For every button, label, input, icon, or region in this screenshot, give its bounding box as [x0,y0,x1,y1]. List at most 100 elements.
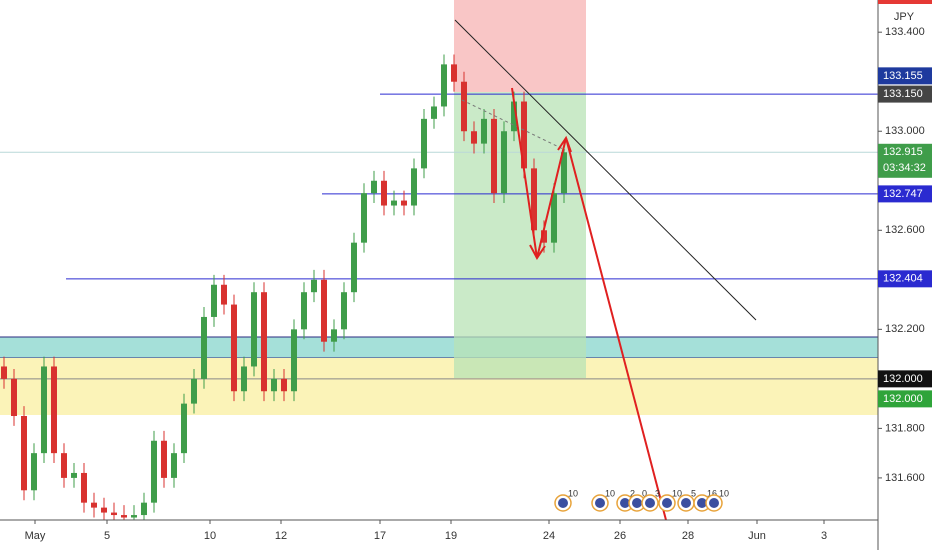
candle-body [161,440,167,478]
arrow-path [565,137,667,521]
candle-body [91,502,97,508]
candle-body [311,279,317,293]
price-badge [878,370,932,388]
candle-body [151,440,157,503]
event-count: 5 [691,488,696,498]
arrow-head [557,135,572,153]
candle-body [31,453,37,491]
x-tick-label: 12 [275,530,287,542]
candle-body [551,193,557,243]
candle-body [541,230,547,243]
candle-body [511,101,517,132]
price-badge [878,67,932,85]
candle-body [1,366,7,379]
currency: JPY [894,11,915,23]
candle-body [181,403,187,454]
candle-body [271,378,277,392]
candle-body [481,118,487,144]
event-icon-core [709,498,719,508]
x-tick-label: 26 [614,530,626,542]
candle-body [81,472,87,503]
event-icon-core [558,498,568,508]
event-count: 0 [642,488,647,498]
candle-body [21,416,27,491]
candle-body [291,329,297,392]
support-zone [0,337,878,358]
event-count: 2 [630,488,635,498]
plot [0,54,878,528]
candle-body [341,292,347,330]
candle-body [461,81,467,132]
countdown: 03:34:32 [883,162,926,174]
candle-body [231,304,237,392]
candle-body [411,168,417,206]
price-badge-label: 133.150 [883,88,923,100]
x-tick-label: 28 [682,530,694,542]
price-badge-label: 132.000 [883,373,923,385]
price-badge-label: 132.915 [883,146,923,158]
price-badge-label: 132.404 [883,273,923,285]
arrow-head [529,244,546,260]
event-icon-core [620,498,630,508]
event-count: 10 [672,488,682,498]
x-tick-label: 3 [821,530,827,542]
candle-body [51,366,57,454]
price-badge [878,143,932,178]
event-icon-core [632,498,642,508]
candle-body [251,292,257,367]
candle-body [421,118,427,169]
candle-body [471,131,477,144]
candle-body [351,242,357,293]
y-tick-label: 132.200 [885,323,925,335]
candle-body [441,64,447,107]
overlay: 133.400 133.000 132.600 132.200 131.800 131.6… [25,26,932,542]
candle-body [221,284,227,305]
x-tick-label: 17 [374,530,386,542]
candle-body [401,200,407,206]
candle-body [451,64,457,82]
candle-body [111,512,117,516]
x-tick-label: 24 [543,530,555,542]
x-tick-label: Jun [748,530,766,542]
y-tick-label: 131.600 [885,472,925,484]
x-tick-label: 19 [445,530,457,542]
candle-body [561,152,567,194]
candle-body [501,131,507,194]
price-badge-label: 132.747 [883,188,923,200]
price-badge [878,390,932,408]
event-icon-core [662,498,672,508]
trendline [454,19,757,321]
x-tick-label: 10 [204,530,216,542]
candle-body [71,472,77,478]
candle-body [171,453,177,478]
y-tick-label: 133.400 [885,26,925,38]
candle-body [121,515,127,518]
event-icon-core [681,498,691,508]
candle-body [131,515,137,518]
event-count: 10 [605,488,615,498]
x-tick-label: 5 [104,530,110,542]
candle-body [391,200,397,206]
candle-body [141,502,147,516]
demand-zone [0,358,878,415]
y-tick-label: 132.600 [885,224,925,236]
candle-body [191,378,197,404]
candle-body [101,507,107,513]
event-icon-core [697,498,707,508]
y-tick-label: 133.000 [885,125,925,137]
candle-body [361,193,367,243]
candle-body [381,180,387,206]
dashed-line [461,99,566,151]
event-count: 3 [655,488,660,498]
candle-body [371,180,377,194]
time-axis [0,520,878,550]
price-badge-label: 132.000 [883,393,923,405]
candle-body [11,378,17,416]
candle-body [491,118,497,194]
candle-body [261,292,267,392]
price-badge [878,85,932,103]
candle-body [201,316,207,379]
stop-zone [454,0,586,92]
event-count: 10 [568,488,578,498]
